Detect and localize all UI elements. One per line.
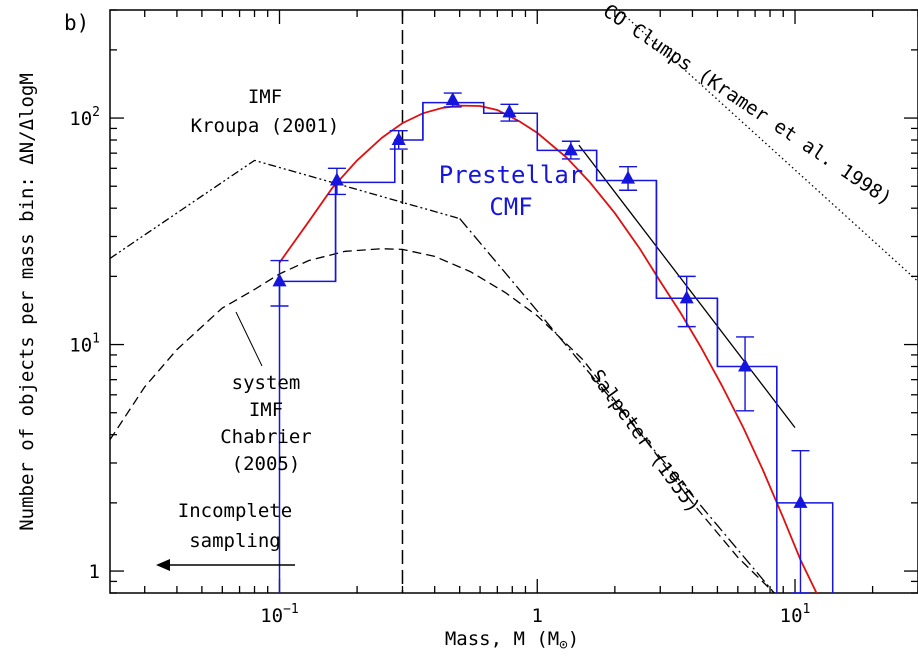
- cmf-data-point: [500, 103, 519, 122]
- svg-text:Kroupa (2001): Kroupa (2001): [191, 115, 340, 137]
- incomplete-arrow: [156, 559, 295, 571]
- svg-text:Incomplete: Incomplete: [178, 500, 292, 522]
- y-tick-label: 101: [69, 332, 100, 357]
- y-tick-label: 102: [69, 105, 100, 130]
- svg-text:Prestellar: Prestellar: [439, 161, 584, 189]
- y-axis-ticks: 1 101 102: [69, 9, 918, 594]
- cmf-data-point: [389, 129, 408, 150]
- series-line-chabrier-2005: [110, 248, 775, 593]
- cmf-data-point: [327, 167, 346, 196]
- svg-text:sampling: sampling: [189, 530, 281, 552]
- plot-frame: [109, 9, 918, 594]
- annotation-salpeter: Salpeter (1955): [586, 366, 705, 518]
- annotation-co-clumps: CO Clumps (Kramer et al. 1998): [599, 0, 896, 210]
- cmf-data-point: [270, 259, 289, 307]
- x-axis-title: Mass, M (M⊙): [445, 628, 579, 653]
- cmf-data-point: [736, 336, 755, 412]
- triangle-marker: [329, 172, 344, 186]
- cmf-data-point: [677, 275, 696, 328]
- svg-text:IMF: IMF: [249, 399, 283, 421]
- x-axis-ticks: 10−1 1 101: [144, 10, 918, 627]
- cmf-data-point: [791, 449, 810, 593]
- data-layer: [270, 92, 834, 593]
- annotation-chabrier: system IMF Chabrier (2005): [220, 372, 312, 475]
- series-line-lognormal-fit: [278, 104, 818, 593]
- panel-label: b): [64, 11, 89, 35]
- sun-symbol: ⊙: [559, 637, 568, 653]
- triangle-marker: [621, 170, 636, 184]
- series-line-salpeter-1955: [459, 218, 775, 593]
- svg-text:Chabrier: Chabrier: [220, 426, 312, 448]
- triangle-marker: [679, 290, 694, 304]
- svg-text:CMF: CMF: [489, 193, 532, 221]
- x-tick-label: 1: [532, 605, 543, 627]
- y-tick-label: 1: [89, 561, 100, 583]
- chabrier-pointer: [235, 311, 263, 367]
- annotation-incomplete-sampling: Incomplete sampling: [178, 500, 292, 552]
- svg-text:(2005): (2005): [232, 453, 301, 475]
- triangle-marker: [793, 494, 808, 508]
- triangle-marker: [563, 142, 578, 156]
- cmf-data-point: [561, 140, 580, 160]
- curves-layer: [110, 10, 918, 593]
- triangle-marker: [272, 273, 287, 287]
- triangle-marker: [391, 132, 406, 146]
- svg-text:system: system: [232, 372, 301, 394]
- svg-text:IMF: IMF: [248, 86, 282, 108]
- triangle-marker: [502, 104, 517, 118]
- y-axis-title: Number of objects per mass bin: ΔN/ΔlogM: [16, 73, 38, 531]
- series-line-kroupa-2001: [110, 159, 460, 259]
- triangle-marker: [445, 92, 460, 106]
- annotation-prestellar-cmf: Prestellar CMF: [439, 161, 584, 221]
- x-tick-label: 101: [780, 602, 811, 627]
- cmf-data-point: [443, 92, 462, 108]
- annotation-kroupa: IMF Kroupa (2001): [191, 86, 340, 137]
- x-tick-label: 10−1: [260, 602, 299, 627]
- cmf-data-point: [619, 165, 638, 191]
- triangle-marker: [738, 358, 753, 372]
